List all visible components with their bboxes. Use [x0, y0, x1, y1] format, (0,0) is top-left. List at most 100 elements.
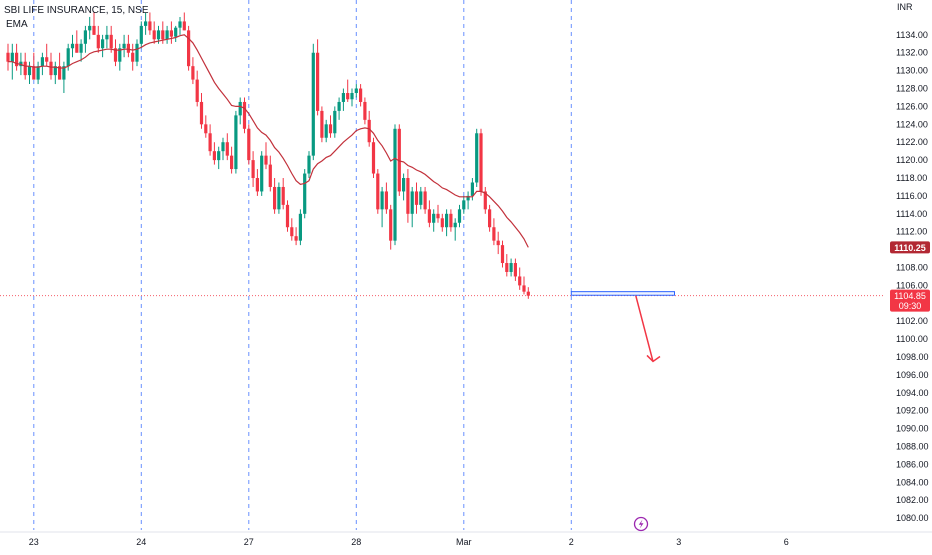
- candle-body: [457, 209, 462, 223]
- candle-body: [105, 34, 109, 40]
- candle-body: [251, 160, 255, 179]
- candle-body: [96, 34, 100, 49]
- candle-body: [182, 21, 186, 31]
- y-tick-label: 1090.00: [896, 424, 929, 434]
- candle-body: [518, 276, 522, 286]
- candle-body: [384, 191, 388, 210]
- candle-body: [264, 155, 268, 165]
- candle-body: [483, 191, 487, 210]
- candle-body: [113, 48, 118, 62]
- candle-body: [109, 34, 113, 49]
- support-zone[interactable]: [570, 291, 675, 296]
- candle-body: [126, 43, 130, 53]
- candle-body: [101, 39, 105, 49]
- session-grid: [33, 0, 572, 530]
- candle-body: [45, 57, 49, 62]
- candle-body: [92, 25, 96, 35]
- candle-body: [36, 66, 40, 80]
- last-price-countdown: 09:30: [899, 301, 922, 311]
- candle-body: [199, 101, 204, 125]
- candle-body: [445, 213, 449, 228]
- candle-body: [346, 93, 350, 100]
- candle-body: [23, 61, 27, 76]
- candle-body: [509, 263, 513, 272]
- candle-body: [419, 191, 423, 205]
- ema-price-tag: [890, 241, 930, 254]
- y-tick-label: 1120.00: [896, 155, 928, 165]
- candle-body: [165, 30, 169, 40]
- candle-body: [436, 213, 440, 219]
- candle-body: [58, 66, 62, 80]
- candle-body: [212, 151, 216, 161]
- candle-body: [152, 30, 156, 40]
- candle-body: [191, 66, 195, 80]
- candle-body: [221, 142, 225, 152]
- candle-body: [208, 133, 212, 152]
- y-tick-label: 1098.00: [896, 352, 929, 362]
- candle-body: [225, 142, 229, 156]
- candle-body: [414, 191, 419, 205]
- candle-body: [470, 182, 474, 196]
- candle-body: [281, 186, 285, 205]
- candle-body: [70, 43, 75, 49]
- projection-arrow-line[interactable]: [635, 295, 654, 362]
- candle-body: [169, 30, 173, 37]
- candle-body: [255, 178, 259, 192]
- candle-body: [324, 124, 328, 138]
- candle-body: [505, 263, 509, 272]
- x-tick-label: 28: [351, 537, 361, 547]
- y-tick-label: 1096.00: [896, 370, 929, 380]
- candle-body: [273, 186, 277, 210]
- candle-body: [397, 128, 401, 192]
- y-tick-label: 1092.00: [896, 406, 929, 416]
- candle-body: [10, 52, 14, 62]
- candle-body: [234, 115, 238, 170]
- candle-body: [359, 88, 363, 102]
- y-tick-label: 1122.00: [896, 137, 928, 147]
- candle-body: [402, 178, 406, 192]
- candle-body: [423, 191, 427, 210]
- y-tick-label: 1128.00: [896, 84, 928, 94]
- projection-arrowhead[interactable]: [646, 354, 661, 363]
- y-tick-label: 1084.00: [896, 477, 929, 487]
- candle-body: [333, 110, 337, 134]
- candle-body: [187, 30, 191, 67]
- candle-body: [217, 151, 221, 161]
- candle-body: [6, 52, 10, 62]
- candle-body: [389, 209, 393, 241]
- candle-body: [427, 209, 431, 223]
- ema-price-tag-label: 1110.25: [894, 243, 926, 253]
- candle-body: [247, 128, 251, 161]
- symbol-title[interactable]: SBI LIFE INSURANCE, 15, NSE: [4, 5, 149, 16]
- candle-body: [53, 66, 57, 76]
- candle-body: [496, 240, 500, 246]
- candle-body: [526, 291, 530, 296]
- candle-body: [83, 30, 87, 44]
- x-tick-label: 23: [29, 537, 39, 547]
- candle-body: [406, 178, 410, 214]
- candle-body: [75, 43, 79, 53]
- y-tick-label: 1134.00: [896, 30, 928, 40]
- indicator-ema-label[interactable]: EMA: [6, 19, 28, 30]
- candle-body: [268, 164, 272, 187]
- ema-line: [8, 34, 529, 248]
- candle-body: [122, 43, 126, 49]
- y-tick-label: 1130.00: [896, 66, 928, 76]
- y-tick-label: 1108.00: [896, 263, 928, 273]
- candle-body: [144, 21, 148, 26]
- candle-body: [341, 93, 345, 102]
- x-tick-label: 24: [136, 537, 146, 547]
- candle-body: [277, 186, 281, 210]
- y-tick-label: 1132.00: [896, 48, 928, 58]
- last-price-tag-value: 1104.85: [894, 291, 926, 301]
- lightning-bolt-glyph: [638, 519, 644, 529]
- candle-body: [135, 43, 139, 62]
- candle-body: [307, 155, 311, 174]
- candle-body: [337, 101, 341, 111]
- candle-body: [303, 173, 307, 214]
- y-tick-label: 1118.00: [896, 173, 927, 183]
- y-tick-label: 1112.00: [896, 227, 927, 237]
